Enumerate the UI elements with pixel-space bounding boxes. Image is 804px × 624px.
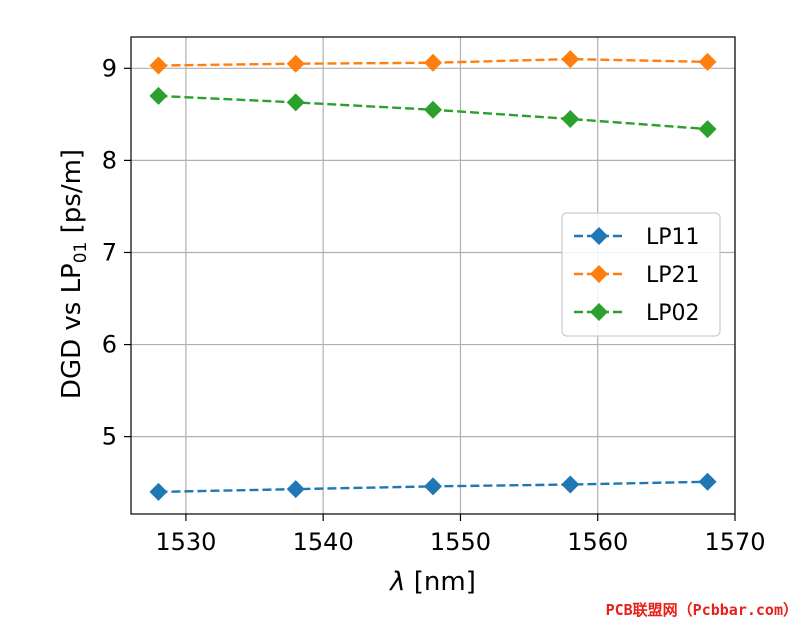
y-axis-label: DGD vs LP01 [ps/m] [57, 149, 91, 399]
plot-frame [130, 36, 736, 515]
y-tick-label: 5 [102, 423, 117, 451]
series-lp21 [149, 50, 717, 75]
legend-item-lp21: LP21 [574, 263, 700, 288]
y-axis-ticks: 5 6 7 8 9 [102, 54, 131, 451]
data-point-lp11 [424, 477, 442, 496]
y-tick-label: 8 [102, 146, 117, 174]
data-point-lp02 [698, 120, 717, 139]
data-point-lp21 [424, 53, 442, 72]
x-tick-label: 1530 [155, 528, 216, 556]
data-point-lp11 [286, 480, 305, 499]
data-point-lp02 [286, 93, 305, 112]
legend-label-lp02: LP02 [646, 301, 700, 326]
data-point-lp02 [561, 109, 580, 128]
series-lp02 [149, 86, 717, 139]
series-lp11 [149, 472, 717, 501]
data-point-lp21 [561, 50, 580, 69]
x-axis-ticks: 1530 1540 1550 1560 1570 [155, 514, 766, 556]
legend-marker-lp21 [590, 265, 608, 283]
legend-item-lp11: LP11 [574, 225, 700, 250]
data-point-lp11 [149, 482, 168, 501]
y-tick-label: 9 [102, 54, 117, 82]
legend-item-lp02: LP02 [574, 301, 700, 326]
data-point-lp21 [286, 54, 305, 73]
data-point-lp02 [149, 86, 168, 105]
watermark-text: PCB联盟网（Pcbbar.com） [605, 601, 798, 619]
legend-label-lp11: LP11 [646, 225, 700, 250]
x-tick-label: 1540 [293, 528, 354, 556]
series-layer [149, 50, 717, 501]
x-axis-label: λ [nm] [388, 567, 476, 597]
data-point-lp21 [698, 52, 717, 71]
legend-box [561, 212, 721, 337]
y-tick-label: 6 [102, 331, 117, 359]
legend: LP11 LP21 LP02 [561, 212, 721, 337]
legend-label-lp21: LP21 [646, 263, 700, 288]
data-point-lp11 [698, 472, 717, 491]
data-point-lp11 [561, 475, 580, 494]
legend-marker-lp02 [590, 303, 608, 321]
y-tick-label: 7 [102, 238, 117, 266]
data-point-lp21 [149, 56, 168, 75]
x-tick-label: 1570 [704, 528, 765, 556]
data-point-lp02 [424, 100, 442, 119]
legend-marker-lp11 [590, 227, 608, 245]
x-tick-label: 1550 [430, 528, 491, 556]
x-tick-label: 1560 [567, 528, 628, 556]
